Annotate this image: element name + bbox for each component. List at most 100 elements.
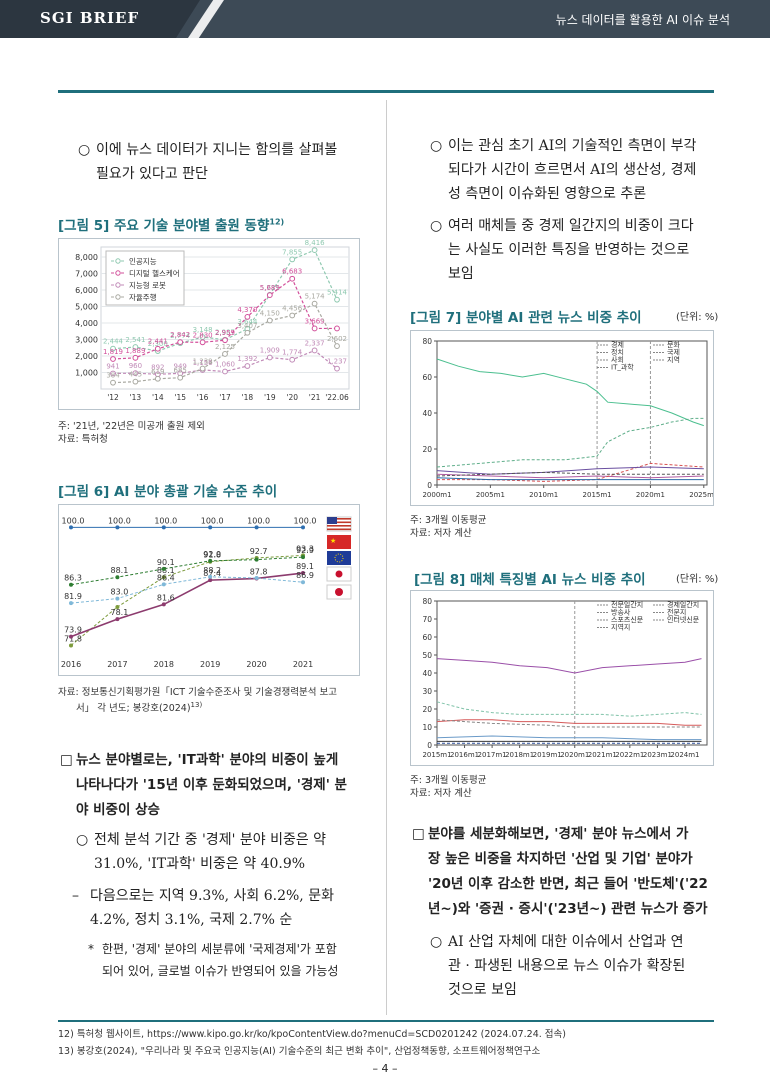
fig5-point xyxy=(244,363,251,369)
fig6-point xyxy=(115,575,120,580)
fig5-data-label: 2,774 xyxy=(170,332,191,340)
fig7-x-tick: 2000m1 xyxy=(422,491,451,499)
fig5-legend-label: 디지털 헬스케어 xyxy=(129,268,180,278)
fig5-point xyxy=(266,292,273,299)
fig6-point xyxy=(208,574,213,579)
fig6-point xyxy=(208,525,213,530)
left-o-bullet: ○ 전체 분석 기간 중 '경제' 분야 비중은 약 31.0%, 'IT과학' … xyxy=(76,832,327,872)
flag-usa-stripe xyxy=(327,528,351,531)
fig5-point xyxy=(222,368,228,375)
fig5-point xyxy=(132,378,139,385)
fig5-data-label: 2,541 xyxy=(125,336,145,344)
fig8-y-tick: 20 xyxy=(422,705,432,714)
fig6-data-label: 86.9 xyxy=(296,571,314,580)
fig8-plot-area xyxy=(436,600,708,746)
footnote-13: 13) 봉강호(2024), "우리나라 및 주요국 인공지능(AI) 기술수준… xyxy=(58,1046,541,1057)
fig5-data-label: 1,156 xyxy=(193,359,214,367)
fig5-data-label: 384 xyxy=(106,372,120,380)
fig5-data-label: 3,644 xyxy=(237,318,258,326)
flag-korea-taegeuk xyxy=(335,570,343,578)
fig6-point xyxy=(301,580,305,585)
flag-china-star: ★ xyxy=(330,537,336,545)
fig6-data-label: 100.0 xyxy=(108,516,131,525)
fig7-title: [그림 7] 분야별 AI 관련 뉴스 비중 추이 xyxy=(410,310,642,326)
fig6-data-label: 91.8 xyxy=(203,551,221,560)
fig8-series-line xyxy=(436,719,702,728)
fig8-y-tick: 70 xyxy=(422,615,432,624)
fig7-series-line xyxy=(436,358,704,427)
fig6-point xyxy=(208,558,213,563)
fig7-y-tick: 60 xyxy=(422,373,432,382)
fig8-x-tick: 2018m1 xyxy=(505,751,534,759)
fig5-data-label: 1,889 xyxy=(125,347,145,355)
fig5-point xyxy=(132,370,139,377)
fig6-data-label: 100.0 xyxy=(62,516,85,525)
fig5-data-label: 4,370 xyxy=(237,306,257,314)
fig5-point xyxy=(177,339,184,346)
fig5-data-label: 4,150 xyxy=(260,310,280,318)
fig6-data-label: 88.2 xyxy=(203,566,221,575)
fig6-point xyxy=(69,634,73,639)
fig5-data-label: 1,239 xyxy=(193,358,213,366)
fig7-series-line xyxy=(436,471,704,477)
fig5-point xyxy=(222,351,228,357)
fig5-data-label: 2,987 xyxy=(215,329,235,337)
fig5-svg: 1,000 2,000 3,000 4,000 5,000 6,000 7,000 8,000… xyxy=(75,239,350,402)
fig6-point xyxy=(161,566,166,571)
fig6-point xyxy=(254,557,259,562)
fig6-data-label: 92.0 xyxy=(203,550,221,559)
fig5-point xyxy=(289,356,296,363)
fig7-legend-label: 문화 xyxy=(667,341,680,349)
fig6-point xyxy=(161,525,166,530)
fig6-point xyxy=(301,525,305,530)
fig5-data-label: 2,842 xyxy=(170,331,190,339)
fig5-legend-marker xyxy=(115,282,121,288)
fig8-y-tick: 40 xyxy=(422,669,432,678)
fig5-point xyxy=(311,247,318,254)
fig5-point xyxy=(154,375,161,382)
fig6-point xyxy=(254,576,259,581)
fig6-data-label: 87.4 xyxy=(203,569,221,578)
fig8-legend-label: 인터넷신문 xyxy=(667,615,700,624)
fig5-data-label: 3,669 xyxy=(305,317,325,325)
fig6-point xyxy=(115,604,120,609)
fig5-point xyxy=(199,339,206,346)
fig8-y-tick: 10 xyxy=(422,723,432,732)
fig5-y-tick: 7,000 xyxy=(75,270,98,279)
fig5-data-label: 2,830 xyxy=(193,331,213,339)
flag-usa-canton xyxy=(327,517,337,524)
fig5-data-label: 3,407 xyxy=(237,322,257,330)
left-dash-bullet: – 다음으로는 지역 9.3%, 사회 6.2%, 문화 4.2%, 정치 3.1… xyxy=(72,888,334,928)
fig5-data-label: 7,855 xyxy=(282,248,302,256)
fig8-x-tick: 2020m1 xyxy=(560,751,589,759)
left-square-bullet: □ 뉴스 분야별로는, 'IT과학' 분야의 비중이 높게 나타나다가 '15년 … xyxy=(60,752,347,818)
flag-eu-icon xyxy=(327,551,351,565)
column-divider xyxy=(386,100,387,1015)
fig6-data-label: 81.9 xyxy=(64,592,82,601)
fig8-y-tick: 0 xyxy=(427,741,432,750)
fig5-point xyxy=(334,325,340,332)
fig6-data-label: 87.8 xyxy=(250,567,268,576)
right-o-bullet-2: ○ 여러 매체들 중 경제 일간지의 비중이 크다 는 사실도 이러한 특징을 반… xyxy=(430,218,694,282)
fig5-data-label: 960 xyxy=(129,362,142,370)
fig7-plot-area xyxy=(436,340,708,486)
fig5-point xyxy=(132,344,139,350)
footnote-12: 12) 특허청 웹사이트, https://www.kipo.go.kr/ko/… xyxy=(58,1029,566,1040)
fig5-y-tick: 1,000 xyxy=(75,369,98,378)
fig5-y-tick: 5,000 xyxy=(75,303,98,312)
fig7-x-tick: 2020m1 xyxy=(636,491,665,499)
top-rule xyxy=(58,90,714,93)
fig5-point xyxy=(311,325,318,332)
brand-logo: SGI BRIEF xyxy=(40,9,140,27)
fig5-data-label: 5,689 xyxy=(260,284,280,292)
fig5-x-tick: '19 xyxy=(264,393,276,402)
fig5-point xyxy=(289,312,296,319)
fig8-x-tick: 2017m1 xyxy=(478,751,507,759)
fig5-legend-label: 지능형 로봇 xyxy=(129,281,166,290)
brand-box xyxy=(0,0,200,38)
right-o-bullet-3: ○ AI 산업 자체에 대한 이슈에서 산업과 연 관 · 파생된 내용으로 뉴스… xyxy=(430,934,686,998)
fig5-x-tick: '12 xyxy=(107,393,119,402)
fig5-title: [그림 5] 주요 기술 분야별 출원 동향12) xyxy=(58,217,285,235)
fig5-note: 주: '21년, '22년은 미공개 출원 제외 자료: 특허청 xyxy=(58,421,205,445)
bottom-rule xyxy=(58,1020,714,1022)
